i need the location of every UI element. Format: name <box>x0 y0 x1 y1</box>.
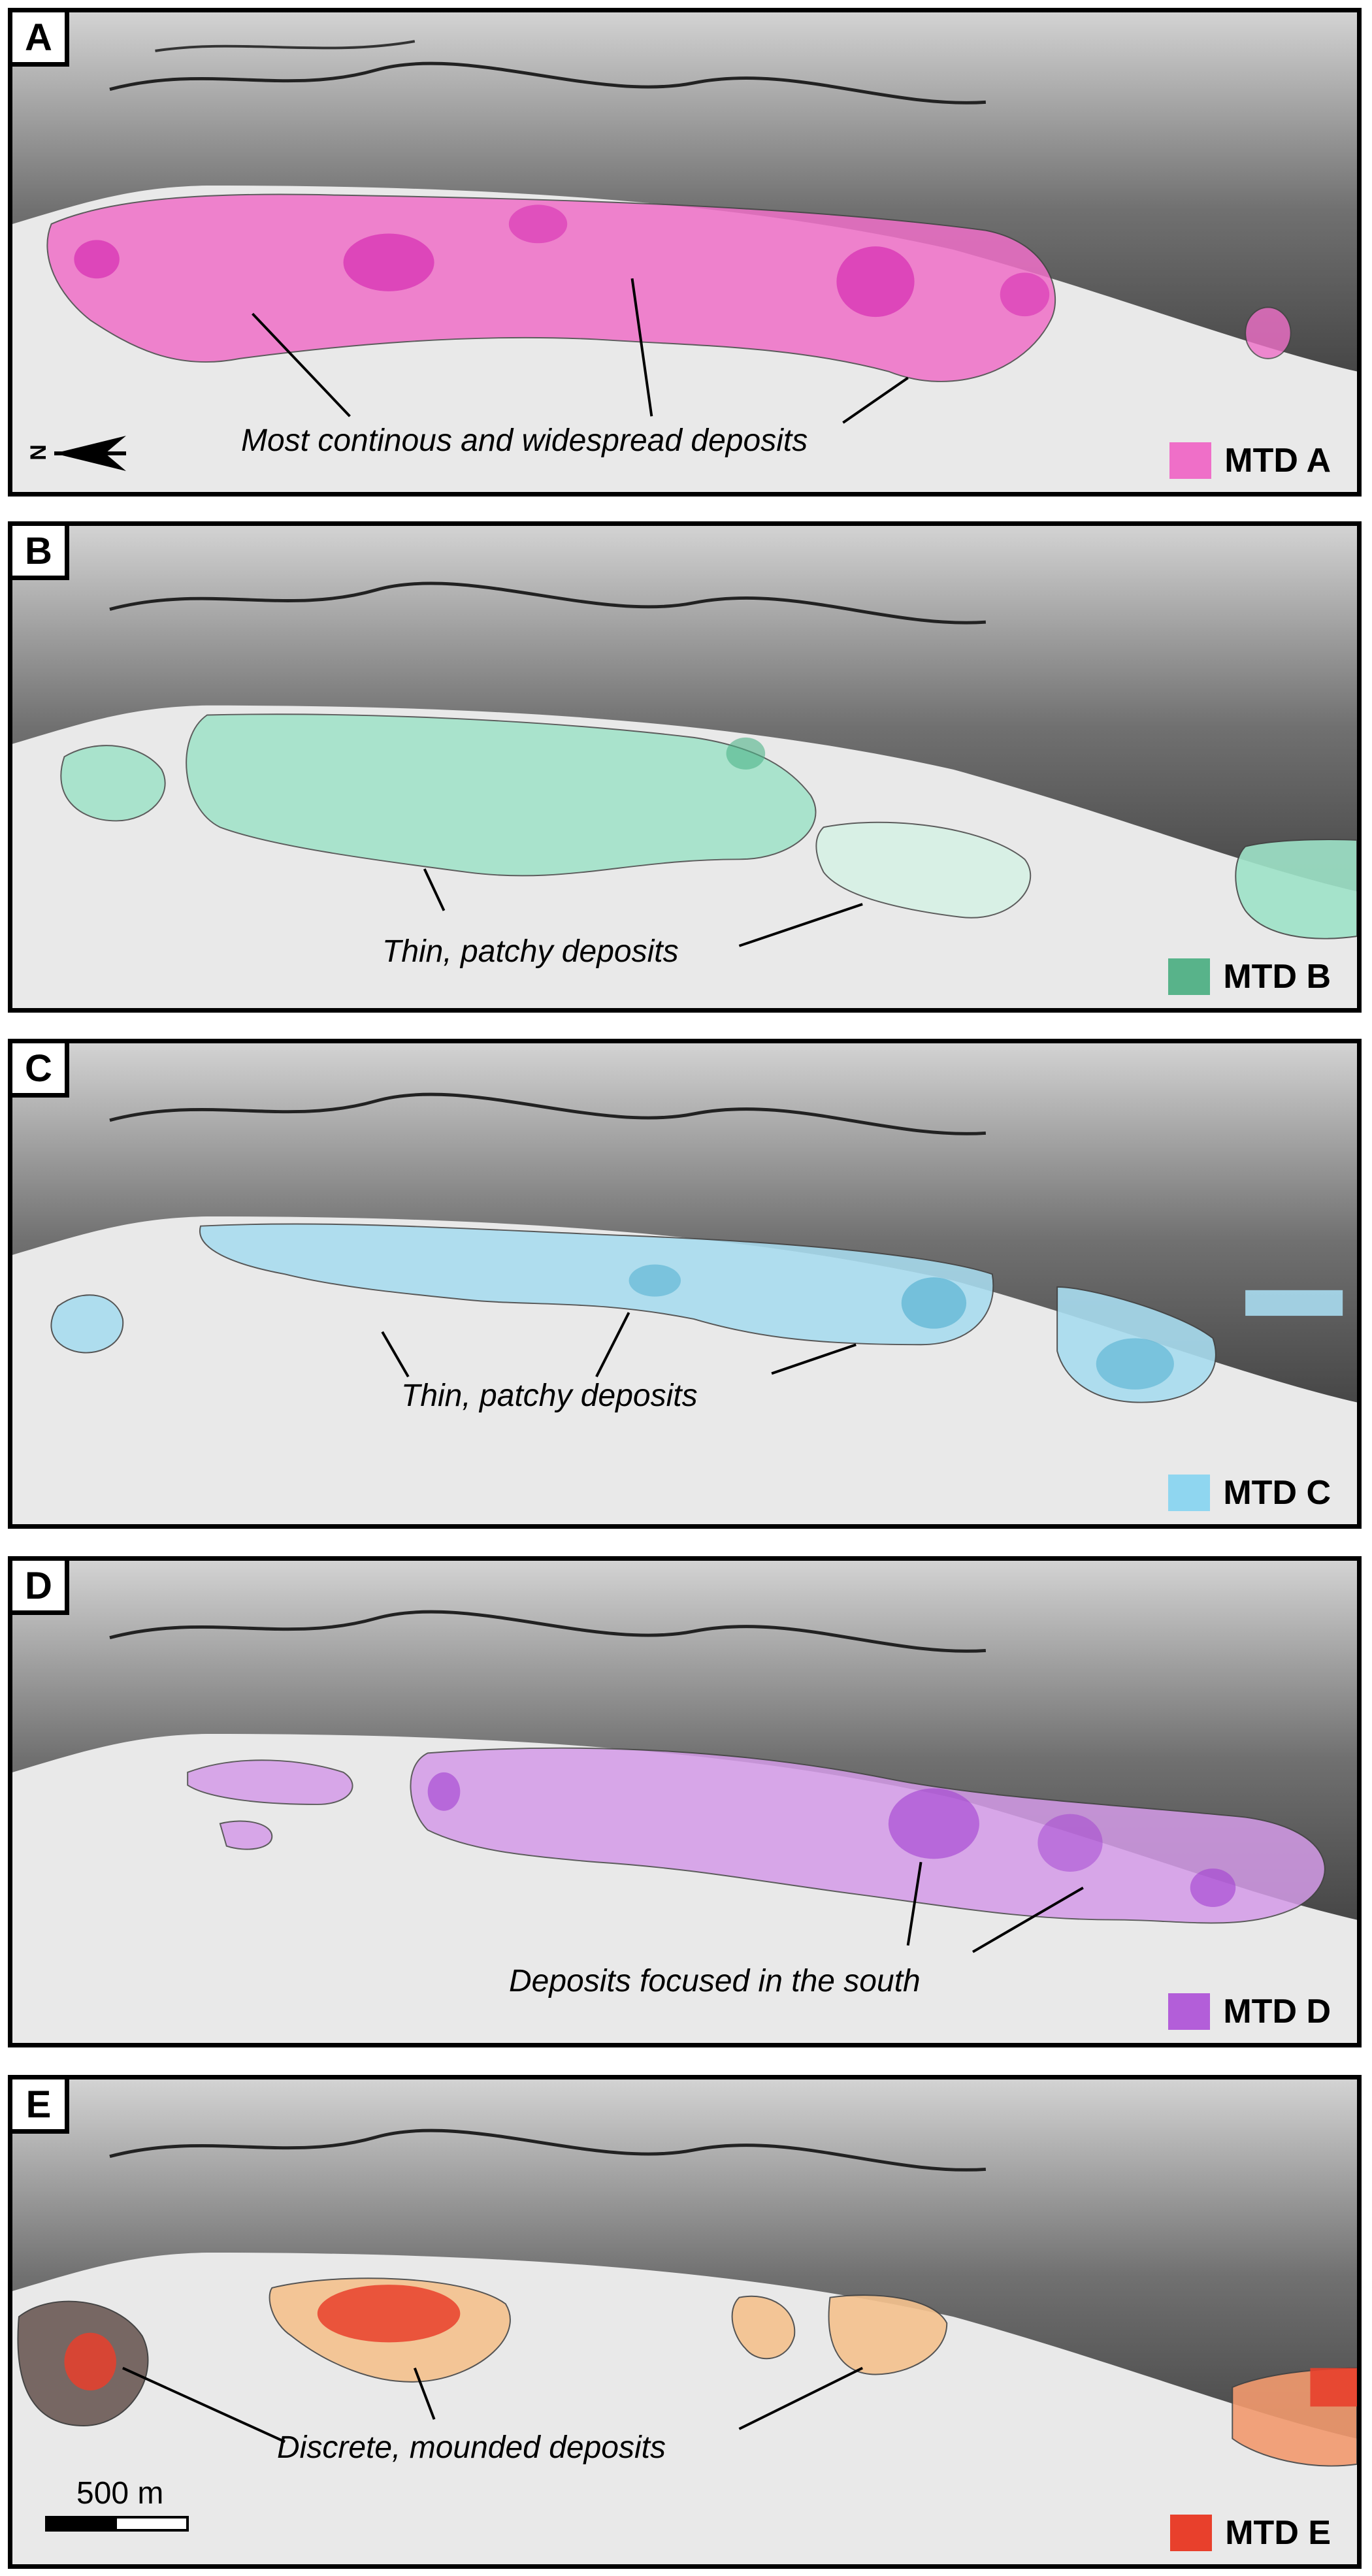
scale-bar-segment <box>117 2519 186 2529</box>
legend-swatch <box>1169 442 1212 479</box>
annotation: Thin, patchy deposits <box>382 934 679 969</box>
annotation: Deposits focused in the south <box>509 1964 921 1998</box>
map-e <box>12 2079 1357 2564</box>
panel-letter: E <box>12 2079 69 2134</box>
panel-d: D Deposits focused in the south MTD D <box>8 1556 1362 2047</box>
scale-bar-graphic <box>45 2516 189 2532</box>
north-label: N <box>25 444 51 461</box>
legend: MTD D <box>1168 1992 1331 2031</box>
legend-label: MTD D <box>1223 1993 1331 2030</box>
mtd-e-mound-4 <box>828 2294 948 2375</box>
legend-label: MTD E <box>1225 2514 1331 2552</box>
panel-e: E Discrete, mounded deposits 500 m MTD E <box>8 2075 1362 2569</box>
mtd-b-deposit <box>186 713 817 877</box>
legend-swatch <box>1168 1475 1211 1511</box>
map-d <box>12 1561 1357 2043</box>
legend: MTD E <box>1170 2513 1331 2552</box>
mtd-a-deposit <box>46 193 1056 382</box>
mtd-d-deposit <box>410 1747 1326 1924</box>
annotation: Thin, patchy deposits <box>401 1378 698 1413</box>
panel-letter: B <box>12 526 69 580</box>
legend: MTD C <box>1168 1473 1331 1512</box>
panel-letter: C <box>12 1043 69 1098</box>
scale-bar: 500 m <box>45 2476 189 2532</box>
legend-swatch <box>1168 958 1211 995</box>
legend-label: MTD C <box>1223 1474 1331 1512</box>
scale-bar-label: 500 m <box>76 2476 164 2511</box>
mtd-e-mound-3 <box>731 2295 796 2360</box>
legend-label: MTD A <box>1224 442 1331 480</box>
map-b <box>12 526 1357 1008</box>
legend-swatch <box>1170 2515 1213 2551</box>
map-a <box>12 12 1357 492</box>
panel-a: A N Most continous and widespread deposi… <box>8 8 1362 497</box>
annotation: Most continous and widespread deposits <box>241 423 808 458</box>
legend-swatch <box>1168 1993 1211 2030</box>
legend: MTD B <box>1168 957 1331 996</box>
map-c <box>12 1043 1357 1524</box>
north-arrow: N <box>25 431 133 476</box>
panel-b: B Thin, patchy deposits MTD B <box>8 521 1362 1013</box>
panel-c: C Thin, patchy deposits MTD C <box>8 1039 1362 1529</box>
panel-letter: A <box>12 12 69 67</box>
north-arrow-icon <box>54 436 126 471</box>
legend-label: MTD B <box>1223 958 1331 996</box>
annotation: Discrete, mounded deposits <box>277 2430 666 2465</box>
mtd-c-deposit <box>199 1223 994 1346</box>
scale-bar-segment <box>48 2519 117 2529</box>
legend: MTD A <box>1169 441 1331 480</box>
panel-letter: D <box>12 1561 69 1615</box>
